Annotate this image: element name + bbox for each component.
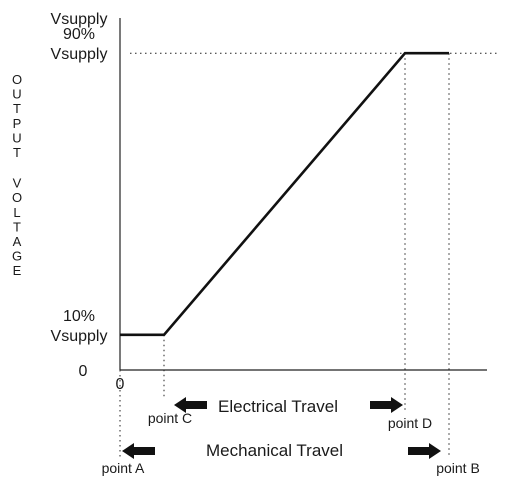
travel-arrows: Electrical Travel Mechanical Travel (122, 397, 441, 460)
electrical-travel-left-arrow (174, 397, 207, 413)
axes (119, 18, 487, 371)
dotted-guides (119, 52, 500, 458)
y-tick-label-10: 10% Vsupply (51, 308, 108, 345)
electrical-travel-label: Electrical Travel (218, 397, 338, 416)
y-tick-label-90: 90% Vsupply (51, 26, 108, 63)
y-tick-label-100: Vsupply (51, 11, 108, 28)
electrical-travel-right-arrow (370, 397, 403, 413)
point-a-label: point A (102, 460, 145, 476)
y-tick-label-0: 0 (79, 363, 88, 380)
point-c-label: point C (148, 410, 192, 426)
mechanical-travel-right-arrow (408, 443, 441, 459)
point-b-label: point B (436, 460, 480, 476)
point-labels: point C point D point A point B (102, 410, 480, 476)
x-tick-label-0: 0 (116, 376, 125, 393)
point-d-label: point D (388, 415, 432, 431)
curve (119, 51, 450, 337)
mechanical-travel-label: Mechanical Travel (206, 441, 343, 460)
mechanical-travel-left-arrow (122, 443, 155, 459)
output-voltage-line (120, 51, 449, 337)
x-tick-labels: 0 (116, 376, 125, 393)
